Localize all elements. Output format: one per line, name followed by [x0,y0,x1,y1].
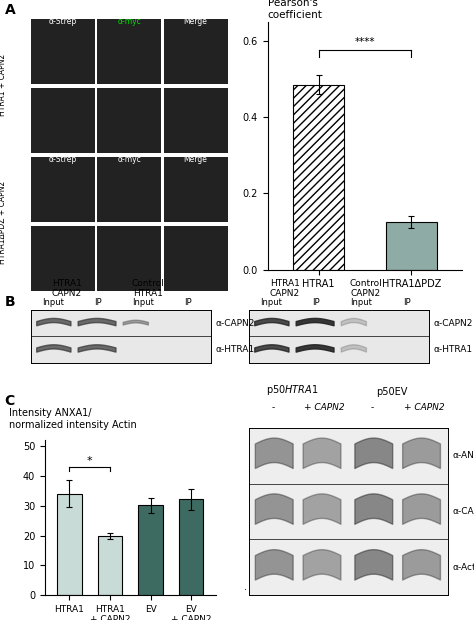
Text: p50EV: p50EV [376,387,408,397]
Text: HTRA1: HTRA1 [270,279,300,288]
Text: Input: Input [42,298,64,307]
Bar [386,222,437,270]
Text: -: - [271,403,274,412]
Text: α-Actin: α-Actin [453,563,474,572]
Text: HTRA1 + CAPN2: HTRA1 + CAPN2 [0,53,7,115]
Text: IP: IP [402,298,410,307]
Text: A: A [5,3,16,17]
Text: CAPN2: CAPN2 [351,288,381,298]
Text: B: B [5,294,15,309]
Bar [179,499,203,595]
Text: α-CAPN2: α-CAPN2 [434,319,473,328]
Text: *: * [87,456,92,466]
Text: p50$\it{HTRA1}$: p50$\it{HTRA1}$ [266,383,319,397]
Text: Merge: Merge [183,17,208,26]
Text: IP: IP [184,298,192,307]
Text: HTRA1: HTRA1 [133,288,163,298]
Bar [138,505,163,595]
Text: α-CAPN2: α-CAPN2 [453,507,474,516]
Text: HTRA1ΔPDZ + CAPN2: HTRA1ΔPDZ + CAPN2 [0,181,7,264]
Text: α-HTRA1: α-HTRA1 [216,345,255,354]
Text: Input: Input [132,298,155,307]
Text: α-ANXA1: α-ANXA1 [453,451,474,460]
Text: Pearson's
coefficient: Pearson's coefficient [268,0,323,20]
Text: α-Strep: α-Strep [49,17,77,26]
Text: Input: Input [350,298,373,307]
Text: Merge: Merge [183,155,208,164]
Text: + CAPN2: + CAPN2 [404,403,444,412]
Bar [293,85,344,270]
Text: C: C [5,394,15,408]
Text: α-HTRA1: α-HTRA1 [434,345,473,354]
Text: .: . [244,582,247,592]
Text: IP: IP [94,298,102,307]
Text: -: - [371,403,374,412]
Bar [98,536,122,595]
Text: IP: IP [312,298,320,307]
Text: α-myc: α-myc [117,17,141,26]
Bar [57,494,82,595]
Text: Input: Input [260,298,283,307]
Text: α-CAPN2: α-CAPN2 [216,319,255,328]
Text: + CAPN2: + CAPN2 [304,403,345,412]
Text: CAPN2: CAPN2 [270,288,300,298]
Text: α-Strep: α-Strep [49,155,77,164]
Text: Intensity ANXA1/
normalized intensity Actin: Intensity ANXA1/ normalized intensity Ac… [9,408,137,430]
Text: HTRA1: HTRA1 [52,279,82,288]
Text: CAPN2: CAPN2 [52,288,82,298]
Text: Control: Control [131,279,164,288]
Text: Control: Control [349,279,383,288]
Text: α-myc: α-myc [117,155,141,164]
Text: ****: **** [355,37,375,46]
